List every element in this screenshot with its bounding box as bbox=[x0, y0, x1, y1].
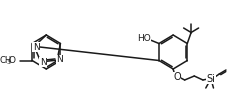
Text: N: N bbox=[40, 58, 46, 67]
Text: HO: HO bbox=[137, 34, 150, 43]
Text: N: N bbox=[33, 43, 40, 52]
Text: O: O bbox=[173, 72, 181, 82]
Text: 3: 3 bbox=[6, 61, 10, 66]
Text: O: O bbox=[8, 56, 16, 65]
Text: Si: Si bbox=[206, 74, 215, 84]
Text: CH: CH bbox=[0, 56, 11, 65]
Text: N: N bbox=[56, 55, 63, 64]
